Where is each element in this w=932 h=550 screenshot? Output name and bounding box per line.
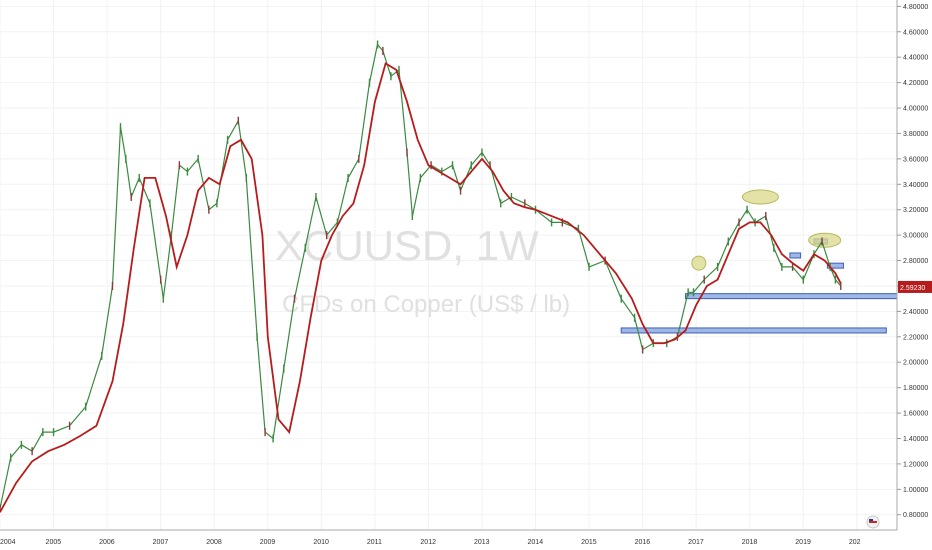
y-tick-label: 1.60000 (903, 411, 928, 418)
moving-average-line (0, 62, 842, 513)
y-tick-label: 3.80000 (903, 131, 928, 138)
support-zone (684, 293, 898, 300)
y-tick-label: 3.20000 (903, 207, 928, 214)
y-tick-label: 1.00000 (903, 487, 928, 494)
x-tick-label: 2011 (367, 539, 382, 546)
y-axis[interactable]: 4.80000 4.60000 4.40000 4.20000 4.00000 3.800… (897, 4, 928, 519)
y-tick-label: 4.60000 (903, 29, 928, 36)
x-tick-label: 2016 (635, 539, 651, 546)
x-axis[interactable]: 2004 2005 2006 2007 2008 2009 2010 2011 2012 2013… (0, 539, 861, 546)
y-tick-label: 0.80000 (903, 512, 928, 519)
y-tick-label: 4.20000 (903, 80, 928, 87)
y-tick-label: 3.60000 (903, 156, 928, 163)
x-tick-label: 2005 (46, 539, 62, 546)
series (0, 40, 842, 513)
y-tick-label: 1.40000 (903, 436, 928, 443)
y-tick-label: 4.40000 (903, 55, 928, 62)
flag-icon[interactable] (866, 515, 880, 529)
y-tick-label: 1.20000 (903, 461, 928, 468)
x-tick-label: 2019 (795, 539, 811, 546)
last-price-badge: 2.59230 (898, 280, 932, 293)
x-tick-label: 2018 (742, 539, 758, 546)
y-tick-label: 1.80000 (903, 385, 928, 392)
support-zone (620, 327, 887, 334)
x-tick-label: 2015 (581, 539, 597, 546)
x-tick-label: 202 (849, 539, 861, 546)
y-tick-label: 2.40000 (903, 309, 928, 316)
y-tick-label: 2.80000 (903, 258, 928, 265)
x-tick-label: 2009 (260, 539, 276, 546)
y-tick-label: 4.00000 (903, 106, 928, 113)
pattern-ellipse (741, 189, 779, 205)
x-tick-label: 2010 (313, 539, 329, 546)
pattern-ellipse (808, 232, 842, 248)
y-tick-label: 3.00000 (903, 233, 928, 240)
y-tick-label: 2.00000 (903, 360, 928, 367)
y-tick-label: 4.80000 (903, 4, 928, 11)
x-tick-label: 2007 (153, 539, 169, 546)
y-tick-label: 3.40000 (903, 182, 928, 189)
x-tick-label: 2006 (99, 539, 115, 546)
y-tick-label: 2.20000 (903, 334, 928, 341)
watermark-name: CFDs on Copper (US$ / lb) (282, 291, 570, 318)
x-tick-label: 2012 (420, 539, 436, 546)
x-tick-label: 2013 (474, 539, 490, 546)
support-zone (789, 252, 802, 259)
pattern-ellipse (691, 255, 707, 271)
support-zone (826, 262, 844, 269)
x-tick-label: 2008 (206, 539, 222, 546)
grid (0, 0, 897, 530)
x-tick-label: 2014 (528, 539, 544, 546)
x-tick-label: 2017 (688, 539, 704, 546)
last-price-label: 2.59230 (900, 285, 925, 292)
x-tick-label: 2004 (0, 539, 16, 546)
watermark-symbol: XCUUSD, 1W (275, 222, 539, 269)
